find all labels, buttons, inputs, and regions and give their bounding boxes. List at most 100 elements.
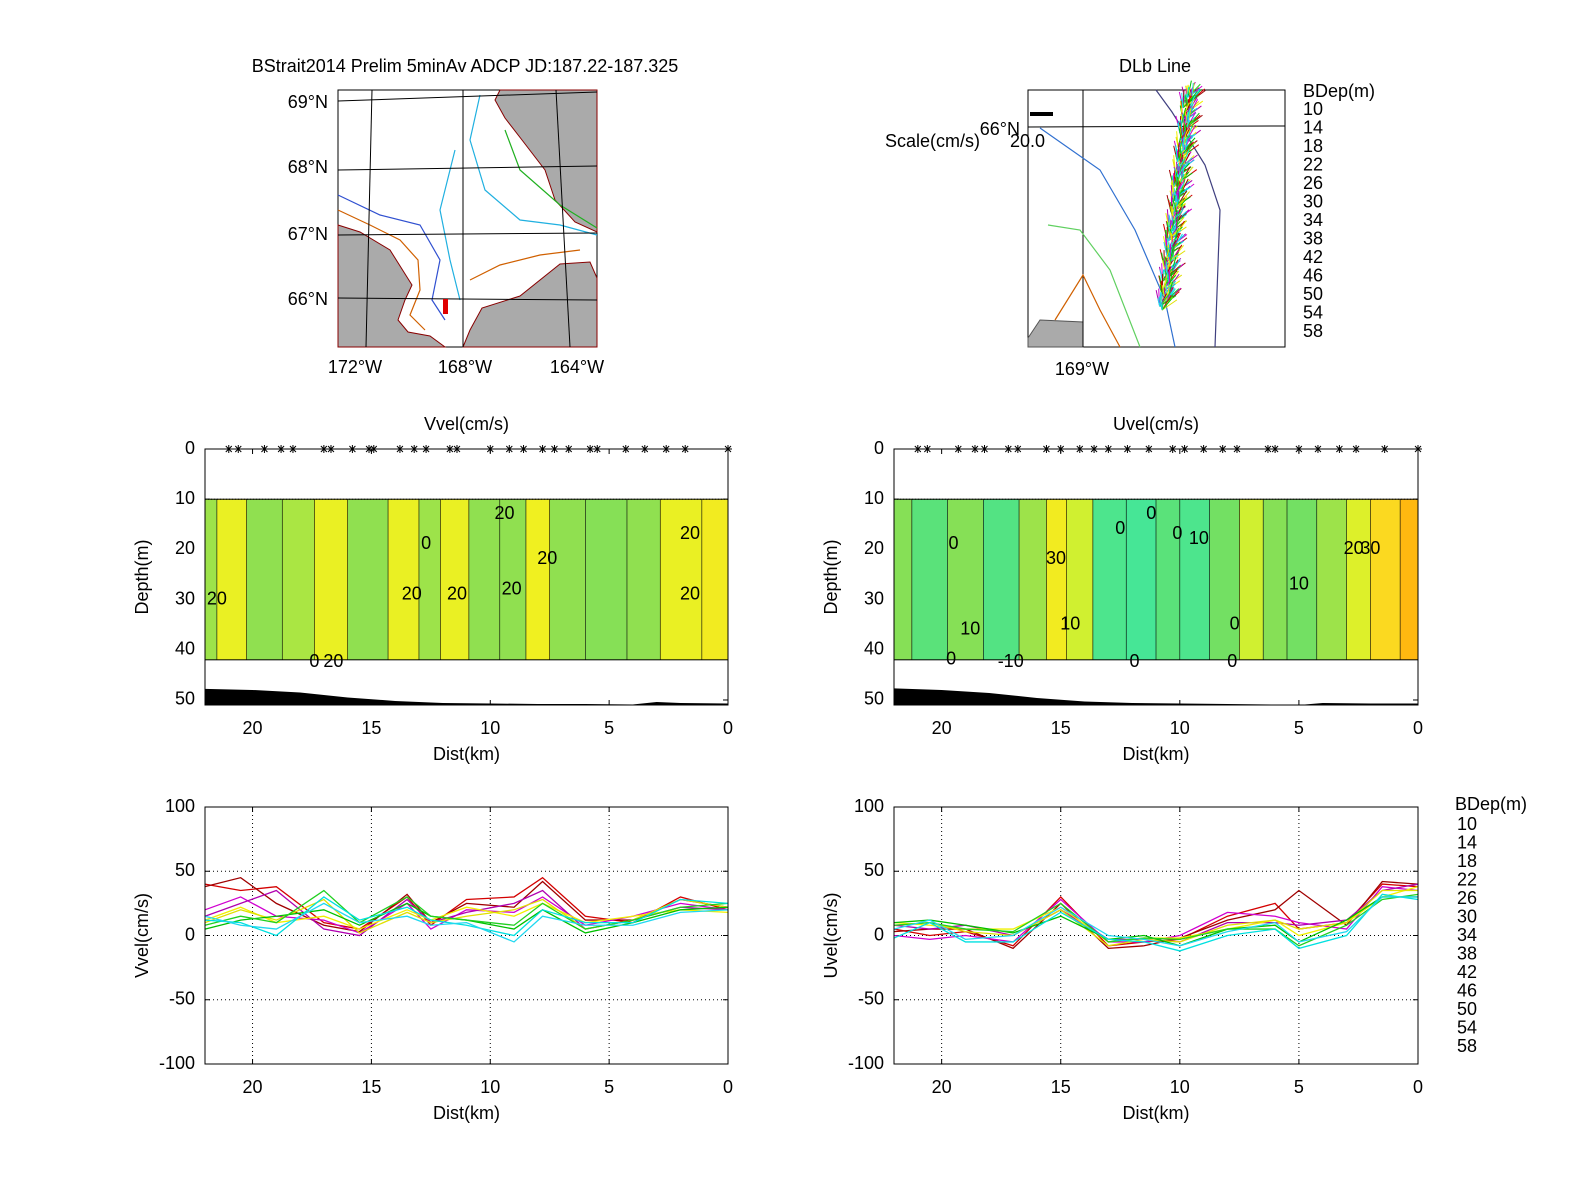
x-tick-label: 20 [932,718,952,738]
graticule [337,91,598,102]
x-tick-label: 10 [480,1077,500,1097]
legend-entry: 22 [1457,869,1477,889]
y-tick-label: 10 [175,488,195,508]
contour-cell [894,499,912,660]
contour-cell [983,499,1020,660]
graticule [337,297,598,301]
velocity-stick [1170,200,1184,213]
isobath [504,129,598,229]
contour-label: 20 [502,578,522,598]
y-tick-label: 30 [864,588,884,608]
series-line [893,896,1418,947]
contour-cell [525,499,550,660]
contour-label: 20 [1344,538,1364,558]
contour-cell [911,499,948,660]
x-tick-label: 10 [1170,718,1190,738]
velocity-stick [1161,298,1173,311]
contour-label: 20 [495,503,515,523]
axes-frame [893,448,1419,706]
contour-cell [1316,499,1347,660]
axes-frame [893,806,1419,1065]
contour-cell [1126,499,1156,660]
x-tick-label: 5 [1294,718,1304,738]
velocity-stick [1159,292,1162,307]
y-tick-label: 100 [854,796,884,816]
isobath [1039,127,1176,348]
contour-label: 10 [1060,613,1080,633]
contour-label: 20 [402,583,422,603]
series-line [893,896,1418,947]
legend-entry: 10 [1457,814,1477,834]
y-tick-label: 0 [185,438,195,458]
velocity-stick [1161,292,1163,311]
contour-cell [216,499,247,660]
chart-title: Uvel(cm/s) [1113,414,1199,434]
contour-cell [701,499,728,660]
velocity-stick [1181,172,1193,181]
legend-entry: 26 [1303,173,1323,193]
contour-cell [1400,499,1418,660]
lat-label: 69°N [288,92,328,112]
legend-entry: 38 [1457,943,1477,963]
y-tick-label: 20 [864,538,884,558]
contour-label: 0 [1130,651,1140,671]
isobath [1047,224,1141,348]
contour-cell [1239,499,1264,660]
section-map: DLb Line 66°N 169°W Scale(cm/s) 20.0 BDe… [885,56,1375,379]
contour-label: 0 [949,533,959,553]
contour-cell [418,499,441,660]
overview-map: BStrait2014 Prelim 5minAv ADCP JD:187.22… [252,56,679,377]
bathymetry [894,688,1418,705]
graticule [1027,125,1286,128]
contour-cell [388,499,419,660]
contour-cell [549,499,586,660]
velocity-stick [1175,174,1179,191]
axes-frame [204,448,729,706]
x-axis-label: Dist(km) [1123,1103,1190,1123]
legend-entry: 54 [1303,302,1323,322]
section-marker [443,299,448,314]
contour-cell [1209,499,1240,660]
contour-cell [1092,499,1127,660]
legend-entry: 38 [1303,228,1323,248]
contour-cell [282,499,315,660]
contour-cell [1370,499,1401,660]
contour-cell [1046,499,1067,660]
contour-cell [626,499,661,660]
lat-label: 67°N [288,224,328,244]
bathymetry [205,688,728,705]
plot-area [894,807,1418,1064]
y-tick-label: 50 [175,689,195,709]
y-axis-label: Uvel(cm/s) [821,893,841,979]
x-tick-label: 20 [932,1077,952,1097]
contour-cell [347,499,389,660]
y-tick-label: -100 [159,1053,195,1073]
isobath [337,209,426,331]
y-tick-label: -50 [858,989,884,1009]
velocity-stick [1175,147,1178,163]
contour-cell [660,499,702,660]
velocity-stick [1182,97,1198,109]
velocity-stick [1180,120,1184,137]
legend-entry: 18 [1303,136,1323,156]
map-title: DLb Line [1119,56,1191,76]
contour-label: 20 [680,583,700,603]
series-line [204,889,729,930]
velocity-stick [1172,171,1181,188]
legend-entry: 58 [1457,1036,1477,1056]
series-line [204,902,729,930]
contour-label: 10 [1289,573,1309,593]
contour-cell [1287,499,1317,660]
y-tick-label: 30 [175,588,195,608]
y-tick-label: 0 [185,924,195,944]
chart-title: Vvel(cm/s) [424,414,509,434]
contour-label: 0 [1146,503,1156,523]
legend-entry: 34 [1457,925,1477,945]
isobath [1054,273,1121,348]
velocity-stick [1182,94,1187,108]
legend-entry: 10 [1303,99,1323,119]
contour-label: 0 [1172,523,1182,543]
land [494,89,598,233]
plot-area [205,807,728,1064]
contour-cell [1346,499,1371,660]
